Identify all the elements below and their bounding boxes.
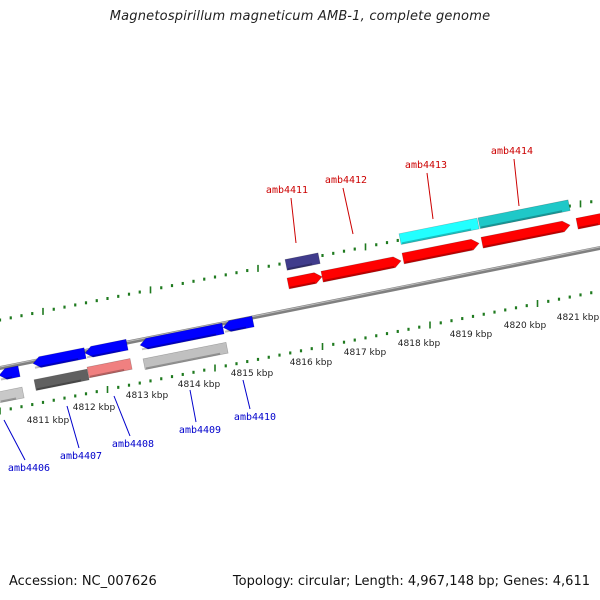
gene-reverse-blue xyxy=(139,322,225,351)
gene-forward-red xyxy=(320,256,402,283)
gene-forward-red xyxy=(575,212,600,230)
leader-line-forward xyxy=(426,172,434,220)
coordinate-label: 4813 kbp xyxy=(126,391,169,401)
coordinate-label: 4821 kbp xyxy=(557,313,600,323)
feature-teal xyxy=(477,199,571,230)
coordinate-label: 4819 kbp xyxy=(450,330,493,340)
coordinate-label: 4814 kbp xyxy=(178,380,221,390)
gene-labels: amb4411 amb4412 amb4413 amb4414 amb4406 amb44… xyxy=(8,146,533,474)
gene-reverse-blue xyxy=(0,365,21,381)
gene-forward-red xyxy=(286,272,323,290)
gene-label-reverse: amb4407 xyxy=(60,451,102,462)
coordinate-label: 4815 kbp xyxy=(231,369,274,379)
feature-grey xyxy=(0,386,25,404)
feature-dark-grey xyxy=(33,368,90,391)
leader-line-forward xyxy=(513,158,520,207)
coordinate-label: 4816 kbp xyxy=(290,358,333,368)
leader-line-reverse xyxy=(113,395,131,437)
feature-silver xyxy=(142,341,229,371)
gene-label-reverse: amb4406 xyxy=(8,463,50,474)
coordinate-label: 4817 kbp xyxy=(344,348,387,358)
gene-label-forward: amb4412 xyxy=(325,175,367,186)
gene-forward-red xyxy=(480,220,571,249)
gene-label-reverse: amb4409 xyxy=(179,425,221,436)
coordinate-label: 4820 kbp xyxy=(504,321,547,331)
feature-cyan xyxy=(398,217,480,245)
leader-line-reverse xyxy=(66,405,80,449)
coordinate-label: 4812 kbp xyxy=(73,403,116,413)
map-title: Magnetospirillum magneticum AMB-1, compl… xyxy=(109,9,491,24)
leader-line-reverse xyxy=(3,419,26,461)
gene-label-forward: amb4414 xyxy=(491,146,533,157)
gene-reverse-blue xyxy=(84,338,129,359)
leader-line-reverse xyxy=(242,379,251,410)
leader-line-reverse xyxy=(189,389,197,423)
gene-label-forward: amb4413 xyxy=(405,160,447,171)
leader-line-forward xyxy=(290,197,297,244)
gene-label-reverse: amb4410 xyxy=(234,412,276,423)
feature-pink xyxy=(86,358,133,379)
gene-reverse-blue xyxy=(222,315,255,333)
coordinate-label: 4811 kbp xyxy=(27,416,70,426)
inner-tick-track xyxy=(0,291,593,415)
gene-label-reverse: amb4408 xyxy=(112,439,154,450)
gene-label-forward: amb4411 xyxy=(266,185,308,196)
label-leader-lines xyxy=(3,158,520,461)
genome-summary-text: Topology: circular; Length: 4,967,148 bp… xyxy=(232,574,590,589)
coordinate-label: 4818 kbp xyxy=(398,339,441,349)
leader-line-forward xyxy=(342,187,354,235)
gene-features xyxy=(0,199,600,404)
feature-navy xyxy=(284,252,321,271)
gene-forward-red xyxy=(401,238,480,265)
gene-reverse-blue xyxy=(32,347,87,369)
accession-text: Accession: NC_007626 xyxy=(9,574,157,589)
